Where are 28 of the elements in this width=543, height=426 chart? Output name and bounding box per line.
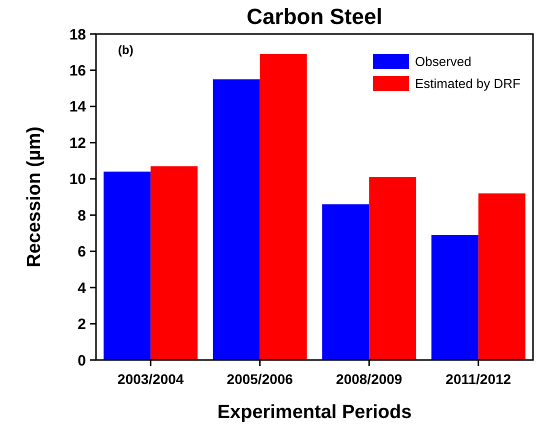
bar: [478, 193, 526, 360]
x-axis-title: Experimental Periods: [217, 402, 412, 423]
y-tick-label: 14: [69, 98, 87, 116]
y-tick-label: 16: [69, 62, 86, 80]
bar: [369, 177, 416, 360]
x-tick-label: 2003/2004: [118, 371, 184, 387]
bar: [212, 79, 260, 360]
bar: [260, 54, 307, 360]
x-tick-label: 2008/2009: [336, 371, 402, 387]
x-tick-label: 2005/2006: [226, 371, 294, 387]
legend-label: Estimated by DRF: [415, 76, 521, 91]
annotation: (b): [118, 43, 134, 57]
y-tick-label: 10: [69, 171, 86, 188]
x-tick-label: 2011/2012: [446, 371, 512, 387]
bar: [431, 235, 478, 360]
y-tick-label: 4: [78, 280, 87, 297]
y-tick-label: 12: [69, 134, 86, 152]
y-tick-label: 0: [78, 352, 86, 370]
y-tick-label: 2: [78, 316, 86, 334]
y-tick-label: 18: [69, 26, 86, 44]
y-tick-label: 8: [78, 207, 86, 224]
bar: [150, 166, 198, 360]
bar: [322, 204, 370, 360]
chart-title: Carbon Steel: [246, 4, 382, 29]
legend-label: Observed: [415, 54, 472, 69]
bar: [104, 172, 151, 360]
y-tick-label: 6: [78, 244, 86, 261]
y-axis-title: Recession (µm): [24, 126, 45, 268]
